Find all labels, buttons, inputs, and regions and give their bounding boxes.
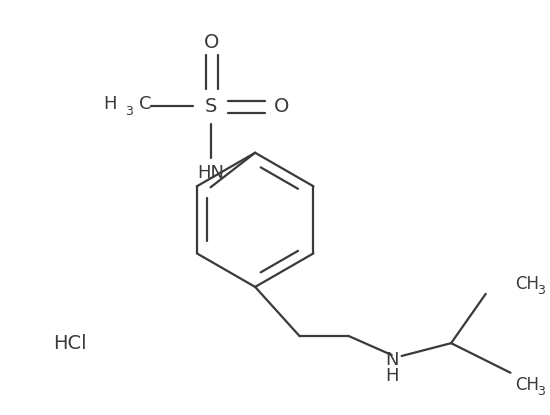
Text: C: C bbox=[139, 95, 152, 113]
Text: 3: 3 bbox=[537, 385, 545, 398]
Text: HN: HN bbox=[197, 164, 224, 183]
Text: H: H bbox=[385, 367, 398, 385]
Text: 3: 3 bbox=[125, 105, 134, 118]
Text: HCl: HCl bbox=[53, 334, 87, 353]
Text: O: O bbox=[274, 97, 289, 116]
Text: CH: CH bbox=[515, 275, 540, 293]
Text: N: N bbox=[385, 351, 398, 369]
Text: S: S bbox=[205, 97, 217, 116]
Text: O: O bbox=[204, 33, 219, 52]
Text: 3: 3 bbox=[537, 284, 545, 298]
Text: H: H bbox=[103, 95, 117, 113]
Text: CH: CH bbox=[515, 376, 540, 393]
